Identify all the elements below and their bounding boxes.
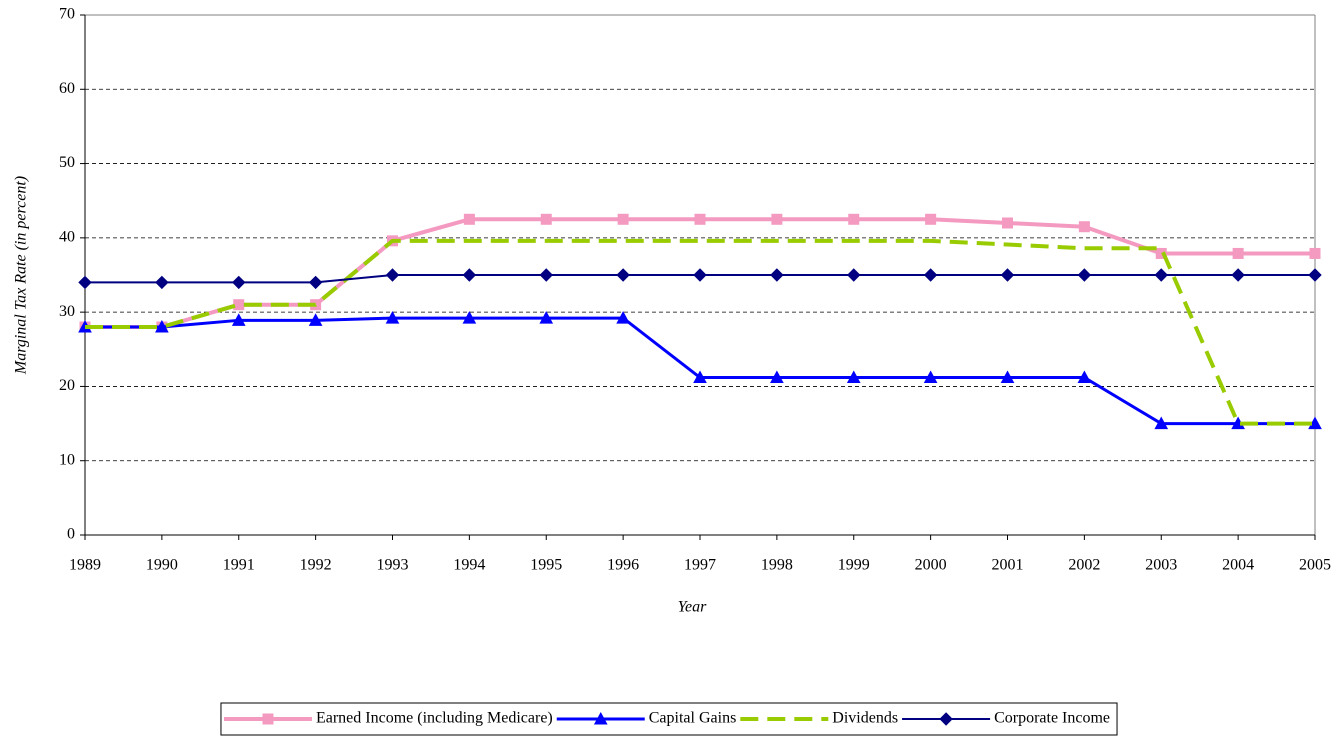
x-axis-label: Year [678, 599, 708, 616]
marker [1077, 268, 1092, 282]
y-tick-label: 40 [59, 229, 75, 246]
marker [539, 268, 553, 282]
marker [1308, 268, 1322, 282]
x-tick-label: 2000 [915, 557, 947, 574]
marker [1232, 247, 1244, 259]
marker [1154, 268, 1168, 282]
y-tick-label: 70 [59, 6, 75, 23]
marker [462, 268, 477, 282]
marker [848, 213, 860, 225]
marker [939, 712, 953, 726]
x-tick-label: 1996 [607, 557, 639, 574]
marker [1154, 416, 1169, 430]
x-tick-label: 1990 [146, 557, 178, 574]
marker [385, 311, 400, 324]
y-tick-label: 0 [67, 526, 75, 543]
marker [231, 313, 246, 326]
x-tick-label: 1991 [223, 557, 255, 574]
marker [693, 370, 707, 384]
y-tick-label: 60 [59, 80, 75, 97]
marker [617, 213, 629, 225]
marker [540, 213, 552, 225]
x-tick-label: 1992 [300, 557, 332, 574]
marker [771, 213, 783, 225]
x-tick-label: 1999 [838, 557, 870, 574]
marker [1077, 370, 1092, 384]
marker [78, 275, 92, 290]
marker [1155, 247, 1167, 259]
legend-label: Capital Gains [649, 710, 737, 727]
marker [923, 268, 938, 282]
x-tick-label: 1995 [530, 557, 562, 574]
legend: Earned Income (including Medicare) Capita… [220, 702, 1118, 736]
marker [770, 370, 784, 384]
legend-label: Corporate Income [994, 710, 1110, 727]
legend-item: Capital Gains [556, 710, 737, 727]
marker [232, 275, 246, 290]
marker [262, 713, 274, 725]
marker [462, 311, 477, 324]
marker [693, 268, 707, 282]
x-tick-label: 1989 [69, 557, 101, 574]
marker [1231, 268, 1245, 282]
marker [1078, 221, 1090, 233]
marker [923, 370, 938, 384]
x-tick-label: 1997 [684, 557, 716, 574]
marker [1000, 370, 1015, 384]
marker [694, 213, 706, 225]
y-tick-label: 20 [59, 377, 75, 394]
series-line [85, 238, 1315, 426]
marker [847, 268, 861, 282]
y-axis-label: Marginal Tax Rate (in percent) [13, 176, 30, 375]
legend-item: Earned Income (including Medicare) [223, 710, 553, 727]
marker [846, 370, 861, 384]
x-tick-label: 2004 [1222, 557, 1254, 574]
marker [539, 311, 554, 324]
x-tick-label: 1994 [453, 557, 485, 574]
y-tick-label: 10 [59, 451, 75, 468]
marker [155, 319, 169, 333]
marker [925, 213, 937, 225]
marker [385, 268, 400, 282]
y-tick-label: 50 [59, 154, 75, 171]
marker [1002, 217, 1013, 229]
legend-label: Earned Income (including Medicare) [316, 710, 553, 727]
marker [1000, 268, 1015, 282]
legend-item: Dividends [740, 710, 898, 727]
marker [1309, 247, 1321, 259]
legend-label: Dividends [832, 710, 898, 727]
x-tick-label: 2005 [1299, 557, 1331, 574]
x-tick-label: 1998 [761, 557, 793, 574]
x-tick-label: 2001 [992, 557, 1024, 574]
x-tick-label: 1993 [377, 557, 409, 574]
y-tick-label: 30 [59, 303, 75, 320]
marker [308, 313, 323, 326]
x-tick-label: 2002 [1068, 557, 1100, 574]
marker [593, 711, 608, 725]
marker [616, 311, 630, 324]
legend-item: Corporate Income [902, 710, 1110, 727]
x-tick-label: 2003 [1145, 557, 1177, 574]
marker [770, 268, 784, 282]
marker [233, 299, 245, 311]
marker [308, 275, 323, 290]
marker [463, 213, 475, 225]
marker [616, 268, 630, 282]
marker [155, 275, 169, 290]
